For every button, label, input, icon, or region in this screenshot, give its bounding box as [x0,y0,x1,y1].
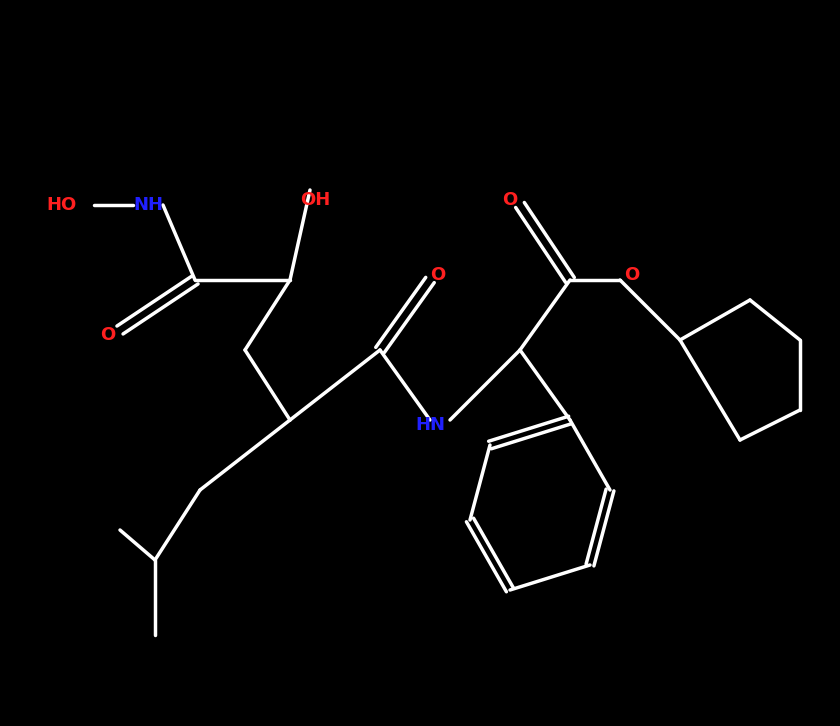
Text: O: O [502,191,517,209]
Text: OH: OH [300,191,330,209]
Text: O: O [624,266,639,284]
Text: O: O [430,266,446,284]
Text: NH: NH [133,196,163,214]
Text: O: O [100,326,116,344]
Text: HN: HN [415,416,445,434]
Text: HO: HO [47,196,77,214]
